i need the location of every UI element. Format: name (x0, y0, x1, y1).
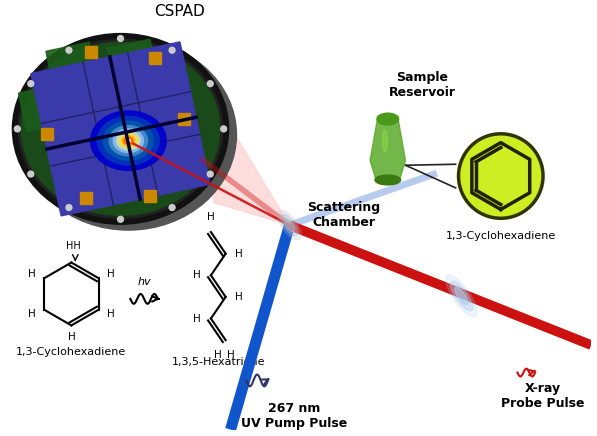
Bar (179, 113, 190, 125)
Text: 1,3,5-Hexatriene: 1,3,5-Hexatriene (172, 357, 266, 367)
Ellipse shape (20, 40, 236, 230)
Circle shape (207, 81, 213, 87)
Ellipse shape (13, 34, 229, 224)
Ellipse shape (21, 42, 220, 215)
Text: H: H (67, 332, 75, 342)
Ellipse shape (446, 275, 477, 317)
Ellipse shape (109, 126, 147, 156)
Text: 1,3-Cyclohexadiene: 1,3-Cyclohexadiene (16, 347, 127, 357)
Text: H: H (193, 270, 201, 280)
Text: H: H (207, 212, 215, 222)
Polygon shape (158, 87, 195, 132)
Circle shape (221, 126, 227, 132)
Text: H: H (227, 350, 235, 360)
Text: hv: hv (137, 277, 151, 287)
Ellipse shape (455, 287, 468, 305)
Circle shape (28, 81, 33, 87)
Ellipse shape (122, 136, 134, 146)
Text: H: H (214, 350, 221, 360)
Ellipse shape (281, 215, 298, 236)
Circle shape (28, 171, 33, 177)
Polygon shape (107, 39, 158, 85)
Polygon shape (107, 133, 158, 179)
Text: Scattering
Chamber: Scattering Chamber (307, 201, 380, 229)
Bar (80, 192, 92, 204)
Text: H: H (106, 269, 114, 279)
Ellipse shape (113, 129, 143, 153)
Ellipse shape (375, 175, 401, 185)
Text: H: H (235, 292, 243, 302)
Text: H: H (235, 249, 243, 259)
Ellipse shape (127, 139, 130, 142)
Ellipse shape (104, 121, 153, 160)
Ellipse shape (382, 130, 387, 151)
Ellipse shape (91, 111, 166, 170)
Text: H: H (29, 269, 36, 279)
Text: Sample
Reservoir: Sample Reservoir (389, 72, 456, 99)
Ellipse shape (127, 140, 130, 141)
Ellipse shape (116, 132, 140, 150)
Ellipse shape (377, 113, 399, 125)
Bar (149, 52, 161, 64)
Circle shape (14, 126, 20, 132)
Polygon shape (46, 42, 97, 88)
Text: H: H (106, 309, 114, 319)
Polygon shape (19, 87, 56, 132)
Ellipse shape (19, 40, 223, 218)
Polygon shape (46, 133, 97, 179)
Ellipse shape (450, 281, 473, 311)
Text: HH: HH (66, 241, 81, 251)
Text: H: H (29, 309, 36, 319)
Circle shape (169, 204, 175, 211)
Text: CSPAD: CSPAD (154, 4, 205, 19)
Polygon shape (370, 116, 405, 180)
Circle shape (207, 171, 213, 177)
Polygon shape (199, 75, 290, 225)
Circle shape (118, 35, 124, 41)
Circle shape (118, 216, 124, 222)
Circle shape (169, 47, 175, 53)
Bar (144, 190, 156, 201)
Ellipse shape (97, 116, 159, 165)
Text: 267 nm
UV Pump Pulse: 267 nm UV Pump Pulse (241, 402, 347, 430)
Circle shape (66, 204, 72, 211)
Polygon shape (31, 42, 210, 216)
Circle shape (66, 47, 72, 53)
Bar (85, 46, 97, 58)
Text: X-ray
Probe Pulse: X-ray Probe Pulse (501, 382, 585, 410)
Ellipse shape (124, 137, 133, 144)
Ellipse shape (278, 210, 301, 240)
Ellipse shape (284, 218, 295, 232)
Bar (41, 128, 53, 140)
Circle shape (458, 134, 543, 218)
Text: 1,3-Cyclohexadiene: 1,3-Cyclohexadiene (445, 231, 556, 241)
Ellipse shape (119, 134, 137, 148)
Text: H: H (193, 313, 201, 324)
